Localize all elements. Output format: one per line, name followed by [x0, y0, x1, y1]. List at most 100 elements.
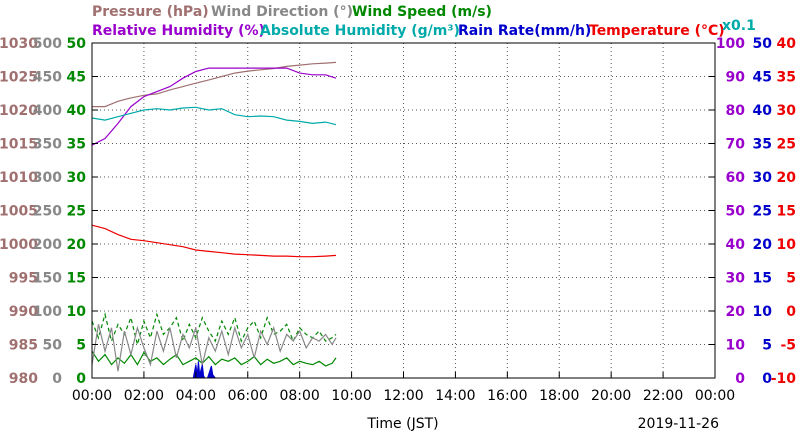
y-tick-label-wind-direction: 200 [33, 237, 62, 253]
y-tick-label-temperature: -5 [780, 338, 796, 354]
y-tick-label-rain-rate: 25 [753, 204, 772, 220]
x-tick-label: 00:00 [72, 388, 112, 404]
y-tick-label-wind-speed: 35 [67, 137, 86, 153]
y-tick-label-humidity: 40 [726, 237, 746, 253]
y-tick-label-rain-rate: 45 [753, 70, 772, 86]
y-tick-label-pressure: 995 [9, 271, 38, 287]
y-tick-label-wind-direction: 300 [33, 170, 62, 186]
legend-row-2: Relative Humidity (%) Absolute Humidity … [92, 23, 725, 39]
y-tick-label-wind-speed: 30 [67, 170, 87, 186]
y-tick-label-humidity: 90 [726, 70, 746, 86]
y-tick-label-rain-rate: 0 [762, 371, 772, 387]
y-tick-label-humidity: 100 [716, 36, 745, 52]
y-tick-label-temperature: 20 [777, 170, 797, 186]
y-tick-label-pressure: 985 [9, 338, 38, 354]
y-tick-label-wind-speed: 15 [67, 271, 86, 287]
y-tick-label-temperature: 25 [777, 137, 796, 153]
x-tick-label: 22:00 [643, 388, 683, 404]
x-tick-label: 02:00 [124, 388, 164, 404]
y-tick-label-wind-direction: 450 [33, 70, 62, 86]
y-tick-label-wind-speed: 25 [67, 204, 86, 220]
y-tick-label-pressure: 1000 [0, 237, 38, 253]
x-axis-title: Time (JST) [366, 416, 438, 432]
y-tick-label-rain-rate: 5 [762, 338, 772, 354]
y-tick-label-pressure: 1030 [0, 36, 38, 52]
y-tick-label-pressure: 1005 [0, 204, 38, 220]
x-tick-label: 04:00 [176, 388, 216, 404]
x-tick-label: 08:00 [279, 388, 319, 404]
legend-absolute-humidity: Absolute Humidity (g/m³) [260, 23, 460, 39]
x-tick-label: 10:00 [331, 388, 371, 404]
rain-scale-note: x0.1 [722, 18, 756, 34]
y-tick-label-temperature: 15 [777, 204, 796, 220]
y-tick-label-pressure: 1020 [0, 103, 38, 119]
y-tick-label-pressure: 1015 [0, 137, 38, 153]
legend-wind-speed: Wind Speed (m/s) [352, 4, 492, 20]
y-tick-label-rain-rate: 40 [753, 103, 773, 119]
y-tick-label-wind-speed: 45 [67, 70, 86, 86]
right-axes: 0102030405060708090100051015202530354045… [716, 36, 796, 387]
y-tick-label-rain-rate: 35 [753, 137, 772, 153]
left-axes: 9809859909951000100510101015102010251030… [0, 36, 715, 387]
series-relative-humidity [91, 67, 337, 146]
y-tick-label-pressure: 1025 [0, 70, 38, 86]
y-tick-label-humidity: 0 [735, 371, 745, 387]
x-tick-label: 06:00 [228, 388, 268, 404]
y-tick-label-temperature: 0 [786, 304, 796, 320]
series-wind-speed-max-m-s [91, 312, 337, 347]
y-tick-label-pressure: 1010 [0, 170, 38, 186]
y-tick-label-wind-direction: 150 [33, 271, 62, 287]
x-tick-label: 16:00 [487, 388, 527, 404]
series-wind-speed-m-s [91, 350, 337, 367]
series-absolute-humidity-g-m [91, 106, 337, 126]
y-tick-label-pressure: 990 [9, 304, 38, 320]
y-tick-label-temperature: 40 [777, 36, 797, 52]
y-tick-label-humidity: 70 [726, 137, 746, 153]
y-tick-label-rain-rate: 20 [753, 237, 773, 253]
date-label: 2019-11-26 [638, 416, 719, 432]
y-tick-label-humidity: 10 [726, 338, 746, 354]
y-tick-label-pressure: 980 [9, 371, 38, 387]
y-tick-label-temperature: -10 [771, 371, 797, 387]
y-tick-label-humidity: 60 [726, 170, 746, 186]
y-tick-label-temperature: 30 [777, 103, 797, 119]
series-temperature-c [91, 224, 337, 258]
y-tick-label-temperature: 35 [777, 70, 796, 86]
legend-rain-rate: Rain Rate(mm/h) [458, 23, 591, 39]
x-tick-label: 00:00 [695, 388, 735, 404]
x-tick-label: 20:00 [591, 388, 631, 404]
series-pressure-hpa [92, 61, 337, 108]
y-tick-label-humidity: 50 [726, 204, 746, 220]
y-tick-label-wind-direction: 400 [33, 103, 62, 119]
y-tick-label-wind-direction: 50 [43, 338, 63, 354]
x-tick-label: 18:00 [539, 388, 579, 404]
grid [92, 43, 715, 378]
y-tick-label-humidity: 20 [726, 304, 746, 320]
x-tick-label: 14:00 [435, 388, 475, 404]
y-tick-label-temperature: 10 [777, 237, 797, 253]
y-tick-label-rain-rate: 30 [753, 170, 773, 186]
y-tick-label-wind-direction: 350 [33, 137, 62, 153]
y-tick-label-humidity: 80 [726, 103, 746, 119]
y-tick-label-wind-direction: 250 [33, 204, 62, 220]
y-tick-label-wind-speed: 10 [67, 304, 87, 320]
y-tick-label-rain-rate: 50 [753, 36, 773, 52]
y-tick-label-wind-speed: 5 [76, 338, 86, 354]
y-tick-label-rain-rate: 10 [753, 304, 773, 320]
y-tick-label-temperature: 5 [786, 271, 796, 287]
y-tick-label-wind-direction: 0 [52, 371, 62, 387]
legend-pressure: Pressure (hPa) [92, 4, 209, 20]
y-tick-label-wind-speed: 50 [67, 36, 87, 52]
x-axis: 00:00 02:00 04:00 06:00 08:00 10:00 12:00 14:00… [72, 372, 735, 404]
series-layer [91, 61, 337, 379]
x-tick-label: 12:00 [383, 388, 423, 404]
series-wind-direction [91, 324, 337, 372]
legend-temperature: Temperature (°C) [589, 23, 725, 39]
legend-row-1: Pressure (hPa) Wind Direction (°) Wind S… [92, 4, 492, 20]
y-tick-label-wind-direction: 500 [33, 36, 62, 52]
y-tick-label-rain-rate: 15 [753, 271, 772, 287]
y-tick-label-wind-speed: 20 [67, 237, 87, 253]
y-tick-label-wind-speed: 0 [76, 371, 86, 387]
legend-wind-direction: Wind Direction (°) [211, 4, 353, 20]
